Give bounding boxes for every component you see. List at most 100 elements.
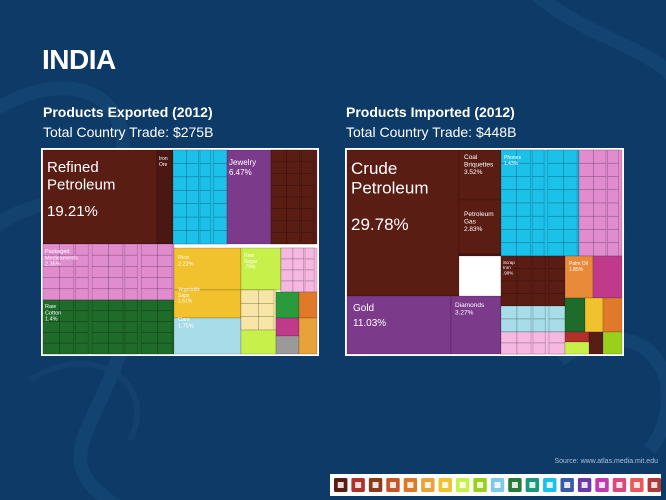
treemap-minor-cell <box>172 189 187 205</box>
treemap-minor-cell <box>108 243 124 256</box>
treemap-minor-cell <box>286 184 301 198</box>
treemap-minor-cell <box>547 189 564 204</box>
treemap-minor-cell <box>593 162 607 177</box>
vegetable-icon-glyph <box>372 482 379 488</box>
treemap-minor-cell <box>286 220 301 233</box>
export-chart-title: Products Exported (2012) <box>43 104 213 120</box>
chemical-icon-glyph <box>442 482 449 488</box>
treemap-minor-cell <box>270 161 287 174</box>
treemap-minor-cell <box>157 277 173 290</box>
precious-icon-glyph <box>581 482 588 488</box>
treemap-minor-cell <box>75 243 89 256</box>
treemap-minor-cell <box>213 149 228 164</box>
treemap-minor-cell <box>532 305 546 320</box>
treemap-minor-cell <box>578 176 594 191</box>
treemap-minor-cell <box>531 162 545 177</box>
export-raw-sugar-cell <box>240 247 282 291</box>
treemap-minor-cell <box>532 318 546 333</box>
machine-icon-glyph <box>616 482 623 488</box>
stone-icon-glyph <box>564 482 571 488</box>
treemap-minor-cell <box>563 215 578 230</box>
treemap-minor-cell <box>578 242 594 257</box>
food-icon-glyph <box>407 482 414 488</box>
treemap-minor-cell <box>304 258 315 271</box>
treemap-minor-cell <box>59 321 75 333</box>
treemap-minor-cell <box>292 269 304 282</box>
treemap-minor-cell <box>500 215 517 230</box>
treemap-minor-cell <box>213 163 228 178</box>
treemap-minor-cell <box>157 342 173 355</box>
treemap-minor-cell <box>59 310 75 322</box>
treemap-minor-cell <box>547 149 564 164</box>
import-label-coal-briquettes: Coal Briquettes 3.52% <box>464 154 494 176</box>
treemap-minor-cell <box>301 196 314 210</box>
treemap-minor-cell <box>516 293 532 307</box>
treemap-minor-cell <box>500 280 518 294</box>
treemap-minor-cell <box>531 229 545 244</box>
treemap-minor-cell <box>548 280 566 294</box>
treemap-minor-cell <box>301 231 314 245</box>
treemap-minor-cell <box>563 149 578 164</box>
export-small-green-cell <box>275 291 300 319</box>
treemap-minor-cell <box>547 242 564 257</box>
leather-icon-glyph <box>477 482 484 488</box>
export-chart-subtitle: Total Country Trade: $275B <box>43 124 214 140</box>
treemap-minor-cell <box>91 254 109 267</box>
treemap-minor-cell <box>172 163 187 178</box>
treemap-minor-cell <box>108 332 124 344</box>
treemap-minor-cell <box>213 216 228 231</box>
export-label-rice: Rice 2.22% <box>178 255 194 267</box>
treemap-minor-cell <box>593 149 607 164</box>
import-gap-cell <box>458 253 502 257</box>
import-palm-oil-cell <box>564 255 594 299</box>
treemap-minor-cell <box>172 149 187 164</box>
treemap-minor-cell <box>42 332 60 344</box>
category-legend <box>330 474 661 496</box>
treemap-minor-cell <box>593 242 607 257</box>
treemap-minor-cell <box>270 208 287 221</box>
treemap-minor-cell <box>140 342 158 355</box>
transport-icon-glyph <box>633 482 640 488</box>
treemap-minor-cell <box>301 161 314 174</box>
treemap-minor-cell <box>548 255 566 269</box>
treemap-minor-cell <box>548 293 566 307</box>
treemap-minor-cell <box>199 189 211 205</box>
import-treemap: Crude Petroleum 29.78% Coal Briquettes 3.52% P… <box>345 148 624 356</box>
treemap-minor-cell <box>124 342 138 355</box>
treemap-minor-cell <box>75 332 89 344</box>
treemap-minor-cell <box>301 149 314 163</box>
treemap-minor-cell <box>292 247 304 260</box>
export-small-lime-cell <box>240 329 277 355</box>
export-cars-cell <box>173 317 242 355</box>
treemap-minor-cell <box>199 216 211 231</box>
treemap-minor-cell <box>108 299 124 312</box>
page-title: INDIA <box>42 44 116 75</box>
treemap-minor-cell <box>286 173 301 186</box>
treemap-minor-cell <box>140 277 158 290</box>
treemap-minor-cell <box>59 266 75 278</box>
treemap-minor-cell <box>563 189 578 204</box>
treemap-minor-cell <box>91 332 109 344</box>
treemap-minor-cell <box>213 189 228 205</box>
treemap-minor-cell <box>270 184 287 198</box>
treemap-minor-cell <box>578 189 594 204</box>
treemap-minor-cell <box>140 243 158 256</box>
treemap-minor-cell <box>91 321 109 333</box>
treemap-minor-cell <box>548 318 566 333</box>
meat-icon-glyph <box>355 482 362 488</box>
treemap-minor-cell <box>516 280 532 294</box>
treemap-minor-cell <box>186 189 199 205</box>
wood-icon-glyph <box>494 482 501 488</box>
treemap-minor-cell <box>301 220 314 233</box>
export-label-vegetable-saps: Vegetable Saps 1.61% <box>178 287 200 305</box>
treemap-minor-cell <box>500 331 518 344</box>
treemap-minor-cell <box>578 149 594 164</box>
treemap-minor-cell <box>258 303 275 317</box>
import-coal-briquettes-cell <box>458 149 502 201</box>
treemap-minor-cell <box>91 266 109 278</box>
treemap-minor-cell <box>301 208 314 221</box>
treemap-minor-cell <box>270 231 287 245</box>
treemap-minor-cell <box>563 242 578 257</box>
treemap-minor-cell <box>42 266 60 278</box>
plastic-icon-glyph <box>459 482 466 488</box>
